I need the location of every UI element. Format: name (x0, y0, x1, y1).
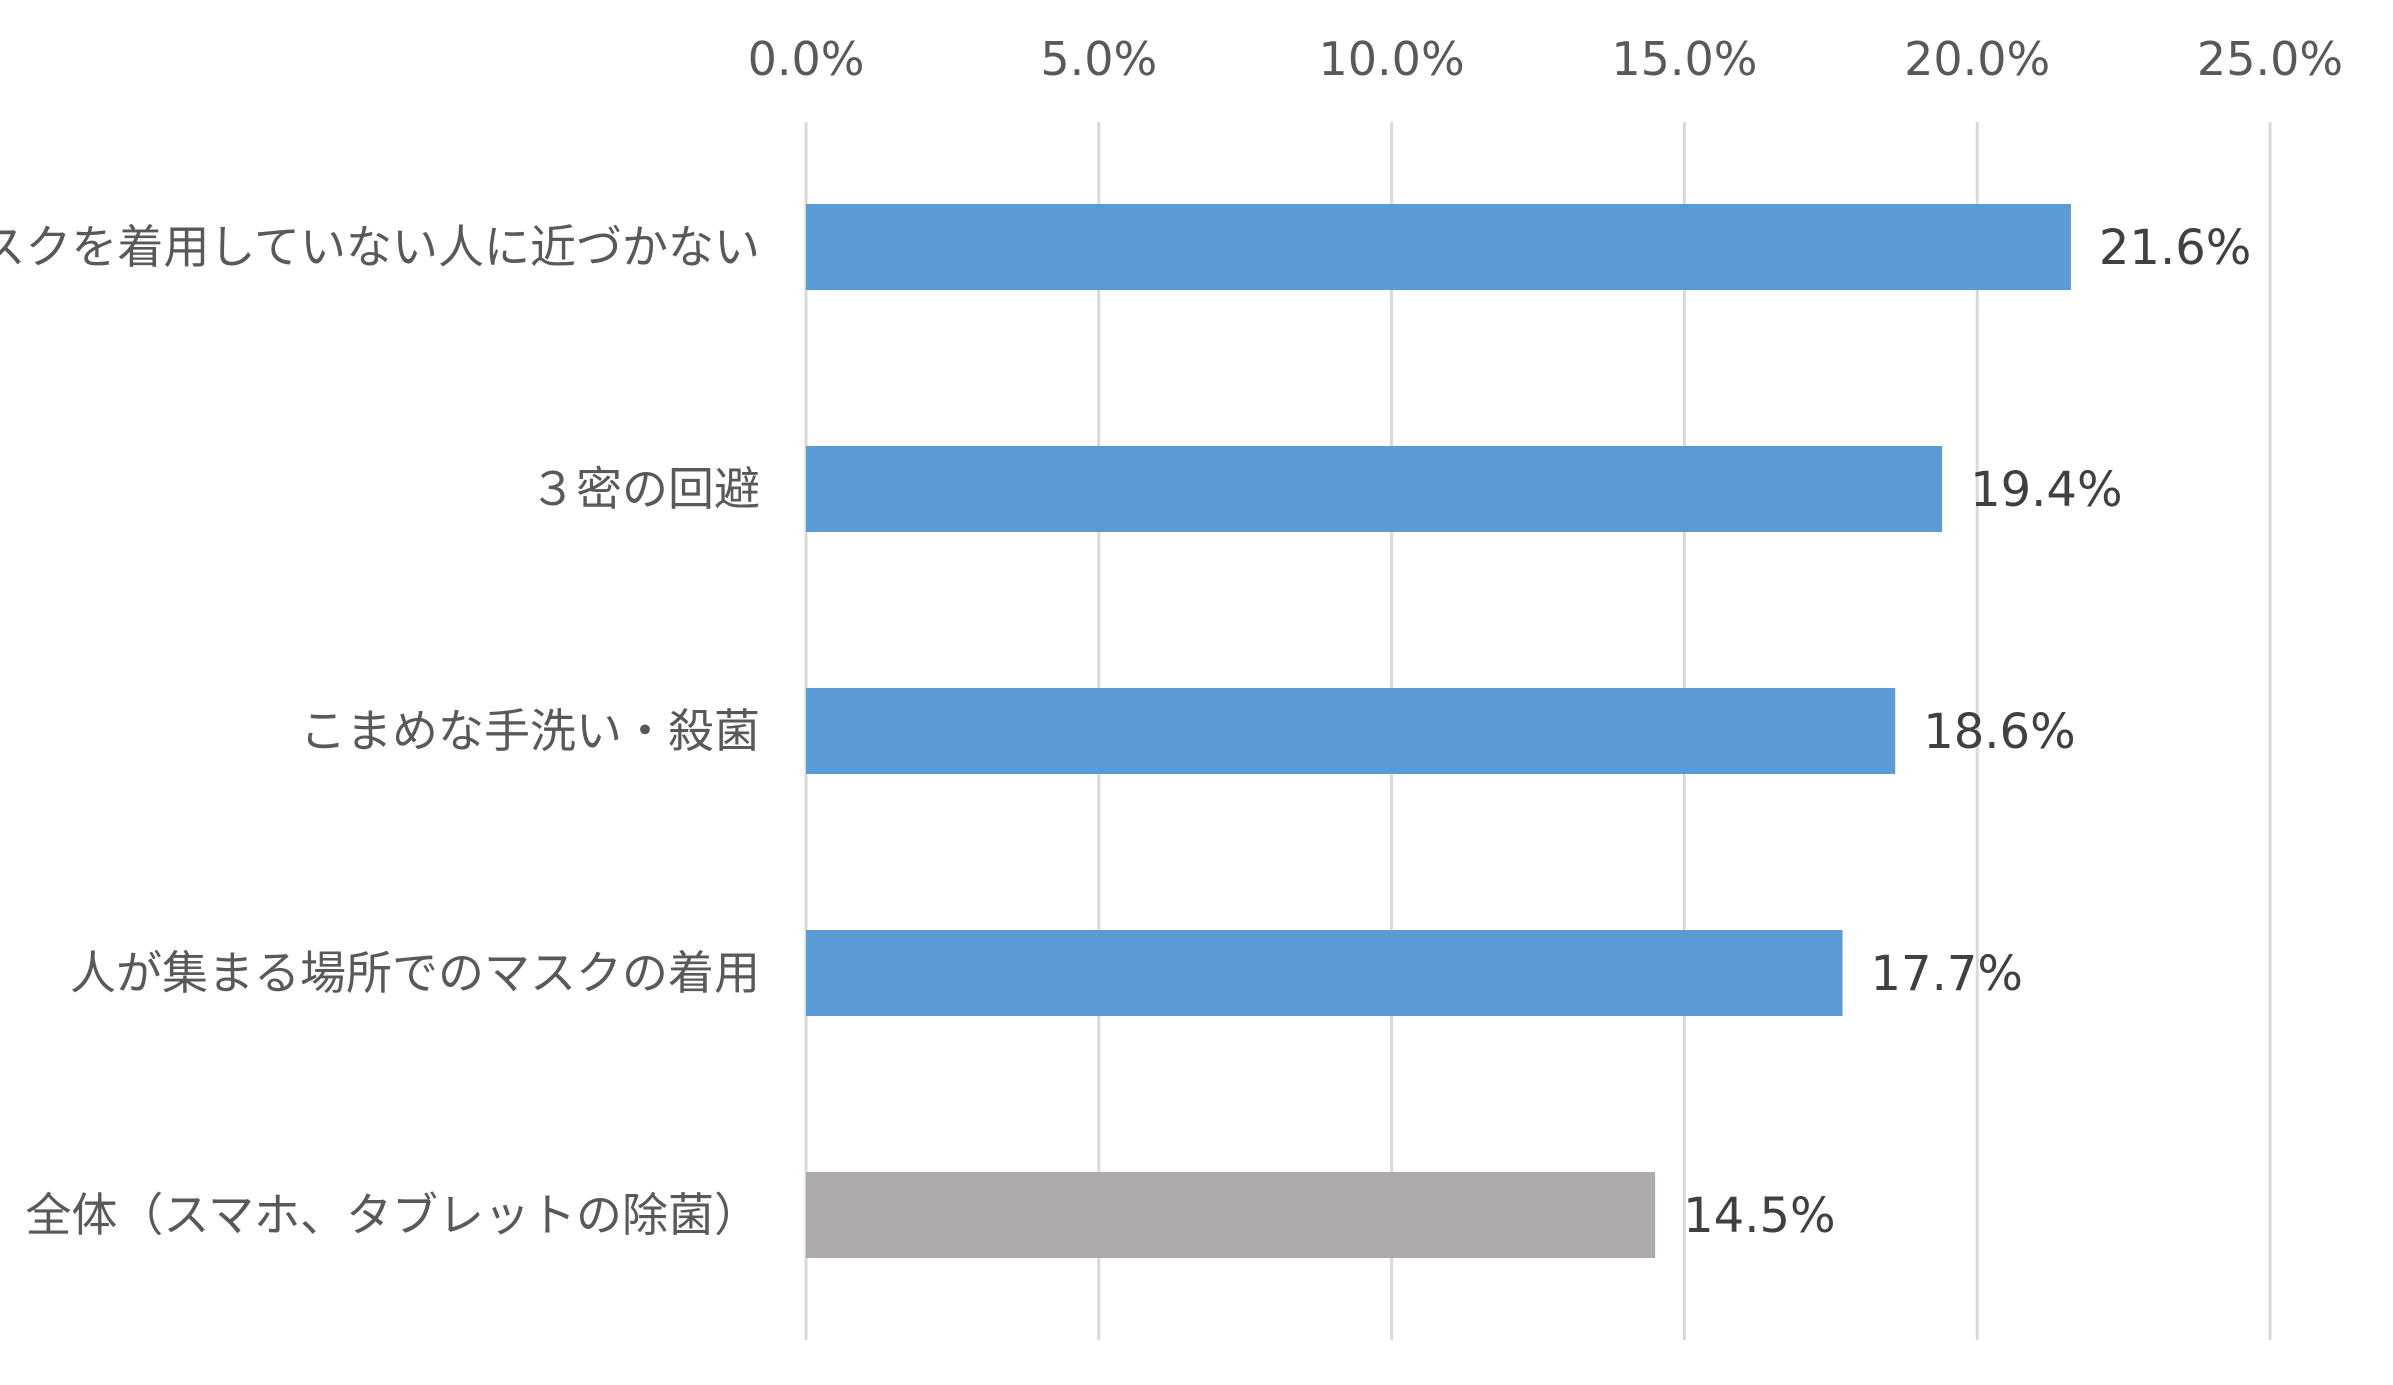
category-labels: マスクを着用していない人に近づかない ３密の回避こまめな手洗い・殺菌人が集まる場所… (0, 220, 760, 1242)
data-label: 14.5% (1683, 1188, 1835, 1244)
data-labels: 21.6% 19.4% 18.6% 17.7% 14.5% (1683, 220, 2251, 1244)
bars (806, 204, 2071, 1258)
bar (806, 446, 1943, 532)
category-label: 人が集まる場所でのマスクの着用 (70, 946, 760, 1000)
x-tick-label: 25.0% (2197, 32, 2343, 86)
category-label: 全体（スマホ、タブレットの除菌） (25, 1188, 760, 1242)
x-axis-ticks: 0.0% 5.0% 10.0% 15.0% 20.0% 25.0% (748, 32, 2344, 86)
bar (806, 688, 1896, 774)
category-label: マスクを着用していない人に近づかない (0, 220, 760, 274)
bar (806, 930, 1843, 1016)
data-label: 18.6% (1923, 704, 2075, 760)
bar (806, 1172, 1656, 1258)
x-tick-label: 15.0% (1611, 32, 1757, 86)
bar (806, 204, 2071, 290)
data-label: 21.6% (2099, 220, 2251, 276)
category-label: こまめな手洗い・殺菌 (300, 704, 760, 758)
data-label: 17.7% (1871, 946, 2023, 1002)
x-tick-label: 20.0% (1904, 32, 2050, 86)
x-tick-label: 0.0% (748, 32, 865, 86)
category-label: ３密の回避 (530, 462, 760, 516)
x-tick-label: 10.0% (1319, 32, 1465, 86)
x-tick-label: 5.0% (1040, 32, 1157, 86)
data-label: 19.4% (1970, 462, 2122, 518)
